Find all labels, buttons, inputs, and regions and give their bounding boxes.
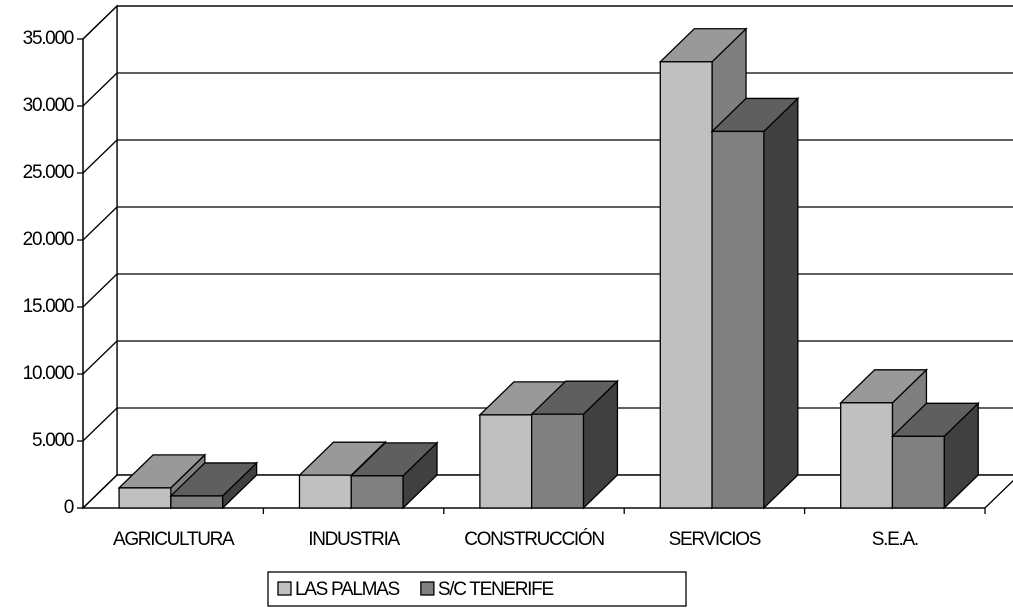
bar: [479, 414, 533, 509]
x-tick-label: S.E.A.: [872, 529, 918, 550]
bar-side: [763, 96, 799, 510]
grid-line: [82, 407, 118, 442]
side-wall: [82, 4, 118, 510]
x-tick-label: INDUSTRIA: [308, 529, 400, 550]
y-tick-label: 35.000: [23, 28, 74, 49]
legend-label: LAS PALMAS: [295, 579, 399, 600]
bar: [659, 61, 713, 509]
y-tick-label: 10.000: [23, 363, 74, 384]
grid-line: [82, 474, 118, 509]
grid-line: [82, 340, 118, 375]
grid-line: [82, 72, 118, 107]
grid-line: [82, 273, 118, 308]
bar: [891, 435, 945, 509]
bar: [350, 475, 404, 509]
legend-swatch: [420, 581, 435, 596]
legend-box: [267, 571, 687, 607]
bar: [711, 130, 765, 509]
legend-swatch: [277, 581, 292, 596]
grid-line: [82, 206, 118, 241]
y-tick-label: 25.000: [23, 162, 74, 183]
y-tick-label: 0: [64, 497, 74, 518]
y-tick-label: 5.000: [32, 430, 74, 451]
y-tick-label: 30.000: [23, 95, 74, 116]
bar: [298, 474, 352, 509]
bar: [170, 495, 224, 509]
bar: [840, 402, 894, 509]
x-tick-label: AGRICULTURA: [113, 529, 235, 550]
bar: [531, 413, 585, 509]
x-tick-label: SERVICIOS: [669, 529, 761, 550]
x-tick-label: CONSTRUCCIÓN: [464, 528, 604, 550]
y-tick-label: 20.000: [23, 229, 74, 250]
grid-line: [82, 139, 118, 174]
bar: [118, 487, 172, 509]
grid-line: [82, 5, 118, 40]
y-tick-label: 15.000: [23, 296, 74, 317]
legend-label: S/C TENERIFE: [438, 579, 554, 600]
